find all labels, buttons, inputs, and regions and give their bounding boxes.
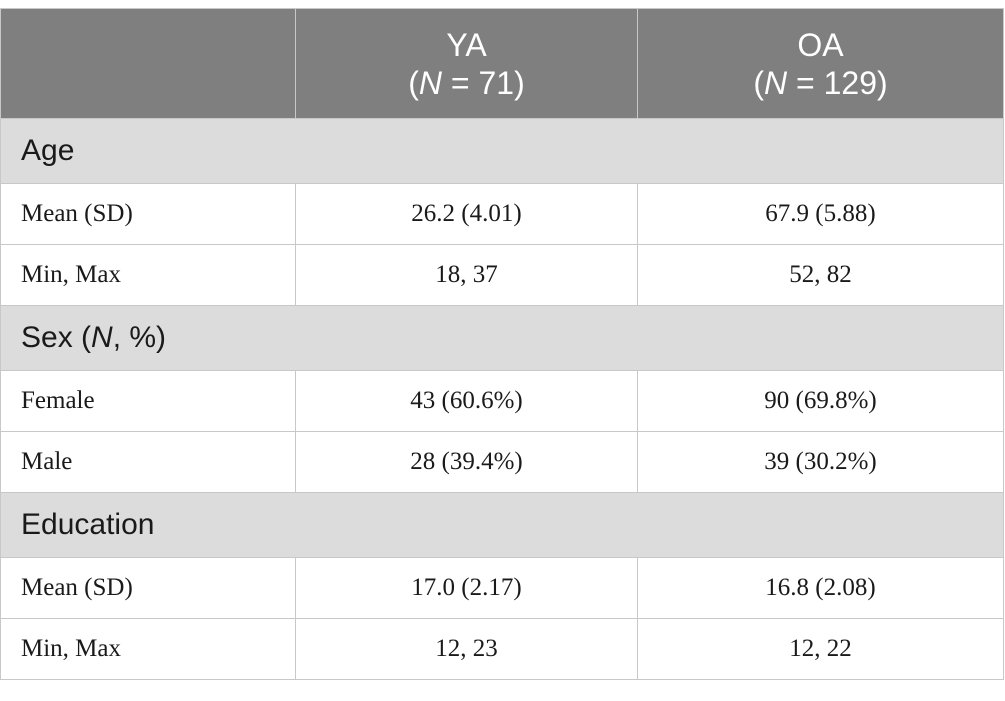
oa-value: 16.8 (2.08) (637, 557, 1004, 619)
section-row-age: Age (0, 118, 1004, 184)
section-title-sex: Sex (N, %) (0, 305, 1004, 371)
header-oa-count: (N = 129) (753, 64, 888, 101)
ya-value: 12, 23 (295, 618, 638, 680)
section-title-age: Age (0, 118, 1004, 184)
ya-value: 17.0 (2.17) (295, 557, 638, 619)
header-oa-name: OA (797, 26, 844, 63)
section-row-sex: Sex (N, %) (0, 305, 1004, 371)
table-row: Min, Max 18, 37 52, 82 (0, 244, 1004, 306)
table-row: Female 43 (60.6%) 90 (69.8%) (0, 370, 1004, 432)
header-empty-cell (0, 8, 296, 119)
oa-value: 12, 22 (637, 618, 1004, 680)
ya-value: 28 (39.4%) (295, 431, 638, 493)
row-label: Male (0, 431, 296, 493)
ya-value: 26.2 (4.01) (295, 183, 638, 245)
table-row: Mean (SD) 26.2 (4.01) 67.9 (5.88) (0, 183, 1004, 245)
ya-value: 43 (60.6%) (295, 370, 638, 432)
row-label: Min, Max (0, 244, 296, 306)
table-row: Min, Max 12, 23 12, 22 (0, 618, 1004, 680)
oa-value: 67.9 (5.88) (637, 183, 1004, 245)
oa-value: 39 (30.2%) (637, 431, 1004, 493)
header-oa: OA (N = 129) (637, 8, 1004, 119)
demographics-table-container: YA (N = 71) OA (N = 129) Age Mean (SD) 2… (0, 8, 1004, 680)
oa-value: 52, 82 (637, 244, 1004, 306)
row-label: Female (0, 370, 296, 432)
header-ya-name: YA (446, 26, 487, 63)
header-ya-count: (N = 71) (408, 64, 525, 101)
demographics-table: YA (N = 71) OA (N = 129) Age Mean (SD) 2… (0, 8, 1004, 680)
table-row: Mean (SD) 17.0 (2.17) 16.8 (2.08) (0, 557, 1004, 619)
ya-value: 18, 37 (295, 244, 638, 306)
table-row: Male 28 (39.4%) 39 (30.2%) (0, 431, 1004, 493)
section-row-education: Education (0, 492, 1004, 558)
row-label: Mean (SD) (0, 183, 296, 245)
section-title-education: Education (0, 492, 1004, 558)
row-label: Min, Max (0, 618, 296, 680)
header-row: YA (N = 71) OA (N = 129) (0, 8, 1004, 119)
row-label: Mean (SD) (0, 557, 296, 619)
oa-value: 90 (69.8%) (637, 370, 1004, 432)
header-ya: YA (N = 71) (295, 8, 638, 119)
